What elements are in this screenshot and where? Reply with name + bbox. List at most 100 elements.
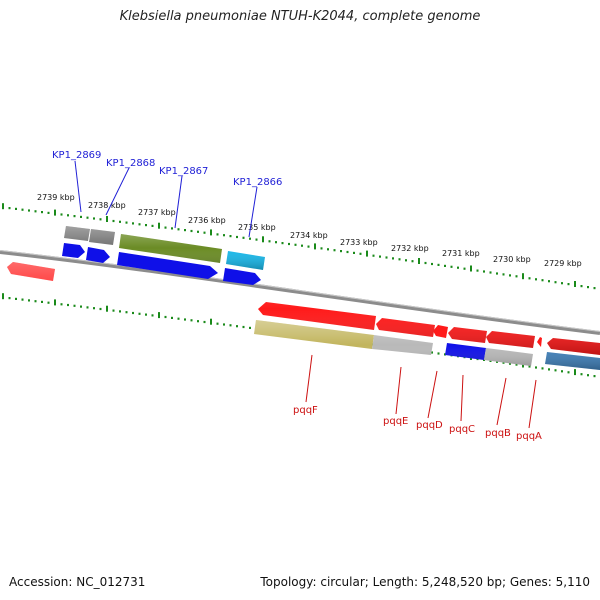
- top-gene-labels: KP1_2869 KP1_2868 KP1_2867 KP1_2866: [52, 150, 282, 188]
- minor-tick: [125, 221, 128, 224]
- gene-label-pqqd[interactable]: pqqD: [416, 420, 443, 431]
- minor-tick: [444, 264, 446, 267]
- major-tick: [54, 299, 56, 306]
- gene-arrow[interactable]: [537, 337, 542, 347]
- minor-tick: [561, 370, 563, 373]
- minor-tick: [8, 207, 11, 210]
- gene-label-pqqa[interactable]: pqqA: [516, 431, 542, 442]
- minor-tick: [405, 259, 407, 262]
- minor-tick: [535, 278, 537, 281]
- minor-tick: [203, 231, 206, 234]
- minor-tick: [112, 219, 115, 223]
- minor-tick: [223, 234, 225, 237]
- gene-arrow[interactable]: [117, 252, 218, 279]
- minor-tick: [431, 262, 433, 266]
- minor-tick: [41, 300, 43, 303]
- minor-tick: [171, 316, 173, 319]
- minor-tick: [8, 297, 11, 300]
- major-tick: [54, 209, 56, 216]
- gene-label-pqqe[interactable]: pqqE: [383, 416, 408, 427]
- minor-tick: [229, 324, 232, 327]
- gene-label-pqqc[interactable]: pqqC: [449, 424, 475, 435]
- minor-tick: [398, 258, 401, 261]
- gene-arrow[interactable]: [86, 247, 110, 263]
- minor-tick: [515, 363, 518, 366]
- minor-tick: [476, 269, 479, 272]
- minor-tick: [411, 260, 414, 263]
- gene-label-pqqb[interactable]: pqqB: [485, 428, 511, 439]
- minor-tick: [294, 243, 297, 246]
- minor-tick: [320, 247, 323, 250]
- major-tick: [574, 281, 576, 287]
- major-tick: [158, 312, 160, 319]
- gene-label-kp1-2868[interactable]: KP1_2868: [106, 158, 155, 169]
- genome-backbone: [0, 250, 600, 335]
- minor-tick: [489, 271, 492, 274]
- minor-tick: [184, 318, 186, 321]
- minor-tick: [34, 300, 37, 303]
- minor-tick: [587, 286, 589, 289]
- minor-tick: [502, 361, 505, 364]
- minor-tick: [593, 375, 596, 378]
- major-tick: [522, 273, 524, 280]
- scale-label: 2739 kbp: [37, 193, 75, 202]
- minor-tick: [99, 307, 102, 311]
- minor-tick: [236, 235, 238, 239]
- minor-tick: [580, 373, 583, 376]
- bottom-label-leaders: [305, 354, 537, 429]
- minor-tick: [164, 315, 167, 319]
- major-tick: [210, 229, 212, 236]
- minor-tick: [151, 314, 154, 317]
- scale-label: 2732 kbp: [391, 244, 429, 253]
- scale-label: 2738 kbp: [88, 201, 126, 210]
- minor-tick: [372, 254, 375, 257]
- major-tick: [262, 236, 264, 243]
- scale-label: 2729 kbp: [544, 259, 582, 268]
- minor-tick: [190, 229, 193, 233]
- minor-tick: [535, 366, 537, 369]
- minor-tick: [184, 229, 186, 232]
- minor-tick: [437, 352, 440, 355]
- gene-label-kp1-2869[interactable]: KP1_2869: [52, 150, 101, 161]
- minor-tick: [229, 235, 232, 238]
- gene-label-kp1-2867[interactable]: KP1_2867: [159, 166, 208, 177]
- accession-text: Accession: NC_012731: [9, 575, 146, 589]
- scale-label: 2731 kbp: [442, 249, 480, 258]
- minor-tick: [145, 224, 147, 227]
- gene-label-pqqf[interactable]: pqqF: [293, 405, 318, 416]
- major-tick: [574, 369, 576, 376]
- upper-scale-ticks: [2, 203, 596, 290]
- gene-arrow[interactable]: [62, 243, 85, 258]
- scale-labels: 2739 kbp 2738 kbp 2737 kbp 2736 kbp 2735…: [37, 193, 582, 268]
- gene-label-kp1-2866[interactable]: KP1_2866: [233, 177, 282, 188]
- minor-tick: [528, 277, 531, 280]
- minor-tick: [177, 317, 180, 320]
- minor-tick: [41, 211, 43, 214]
- minor-tick: [379, 255, 381, 258]
- scale-label: 2730 kbp: [493, 255, 531, 264]
- minor-tick: [255, 238, 258, 241]
- minor-tick: [580, 285, 583, 288]
- minor-tick: [457, 266, 459, 269]
- minor-tick: [593, 287, 596, 290]
- minor-tick: [28, 209, 30, 212]
- gene-arrow[interactable]: [223, 268, 261, 285]
- minor-tick: [15, 297, 17, 300]
- major-tick: [2, 203, 4, 210]
- minor-tick: [587, 374, 589, 377]
- minor-tick: [444, 353, 446, 356]
- minor-tick: [60, 303, 63, 306]
- minor-tick: [197, 320, 199, 323]
- major-tick: [106, 305, 108, 312]
- minor-tick: [171, 227, 173, 230]
- minor-tick: [249, 326, 251, 329]
- minor-tick: [73, 215, 76, 218]
- minor-tick: [47, 211, 50, 214]
- minor-tick: [164, 226, 167, 229]
- bottom-gene-labels: pqqF pqqE pqqD pqqC pqqB pqqA: [293, 405, 542, 442]
- gene-arrow[interactable]: [433, 325, 448, 338]
- minor-tick: [353, 251, 355, 254]
- minor-tick: [307, 245, 310, 248]
- minor-tick: [125, 311, 128, 314]
